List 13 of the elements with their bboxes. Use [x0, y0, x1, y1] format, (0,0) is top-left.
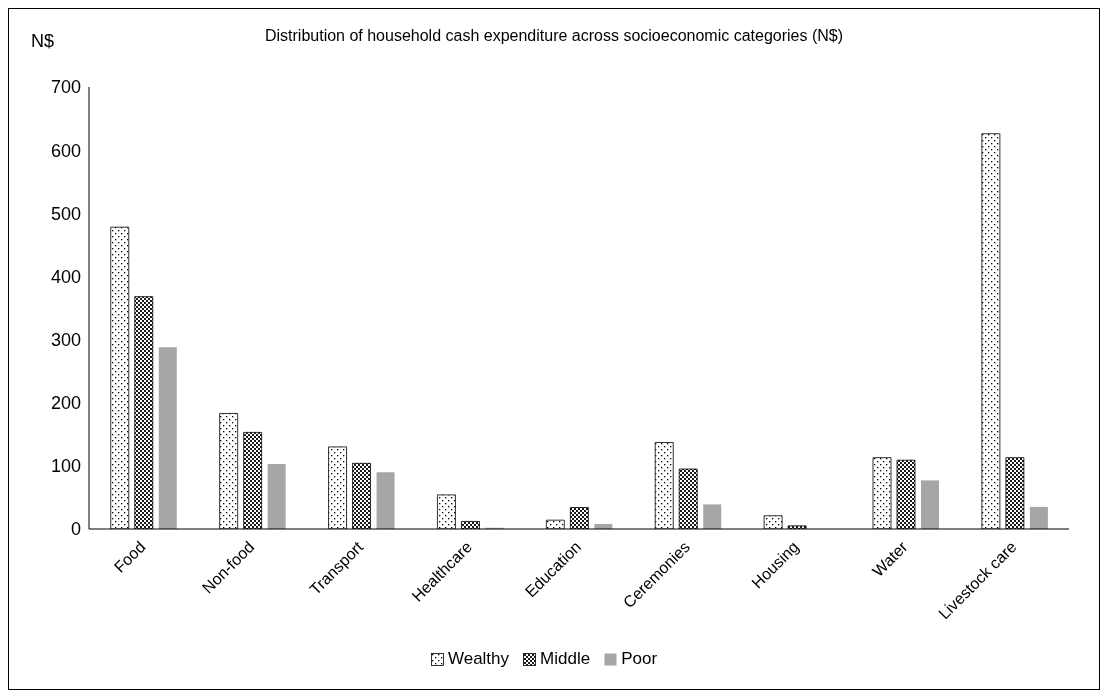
- y-tick-label: 500: [50, 203, 81, 224]
- y-tick-label: 400: [50, 266, 81, 287]
- y-tick-label: 0: [70, 519, 81, 540]
- legend-label: Wealthy: [447, 649, 510, 669]
- y-tick-label: 700: [50, 77, 81, 98]
- legend-label: Middle: [540, 649, 591, 669]
- y-axis-title: N$: [31, 31, 55, 52]
- y-tick-label: 300: [50, 329, 81, 350]
- y-tick-label: 100: [50, 456, 81, 477]
- chart-title: Distribution of household cash expenditure across socioeconomic categories (N$): [264, 27, 844, 44]
- y-tick-label: 600: [50, 140, 81, 161]
- y-tick-label: 200: [50, 393, 81, 414]
- legend-label: Poor: [621, 649, 658, 669]
